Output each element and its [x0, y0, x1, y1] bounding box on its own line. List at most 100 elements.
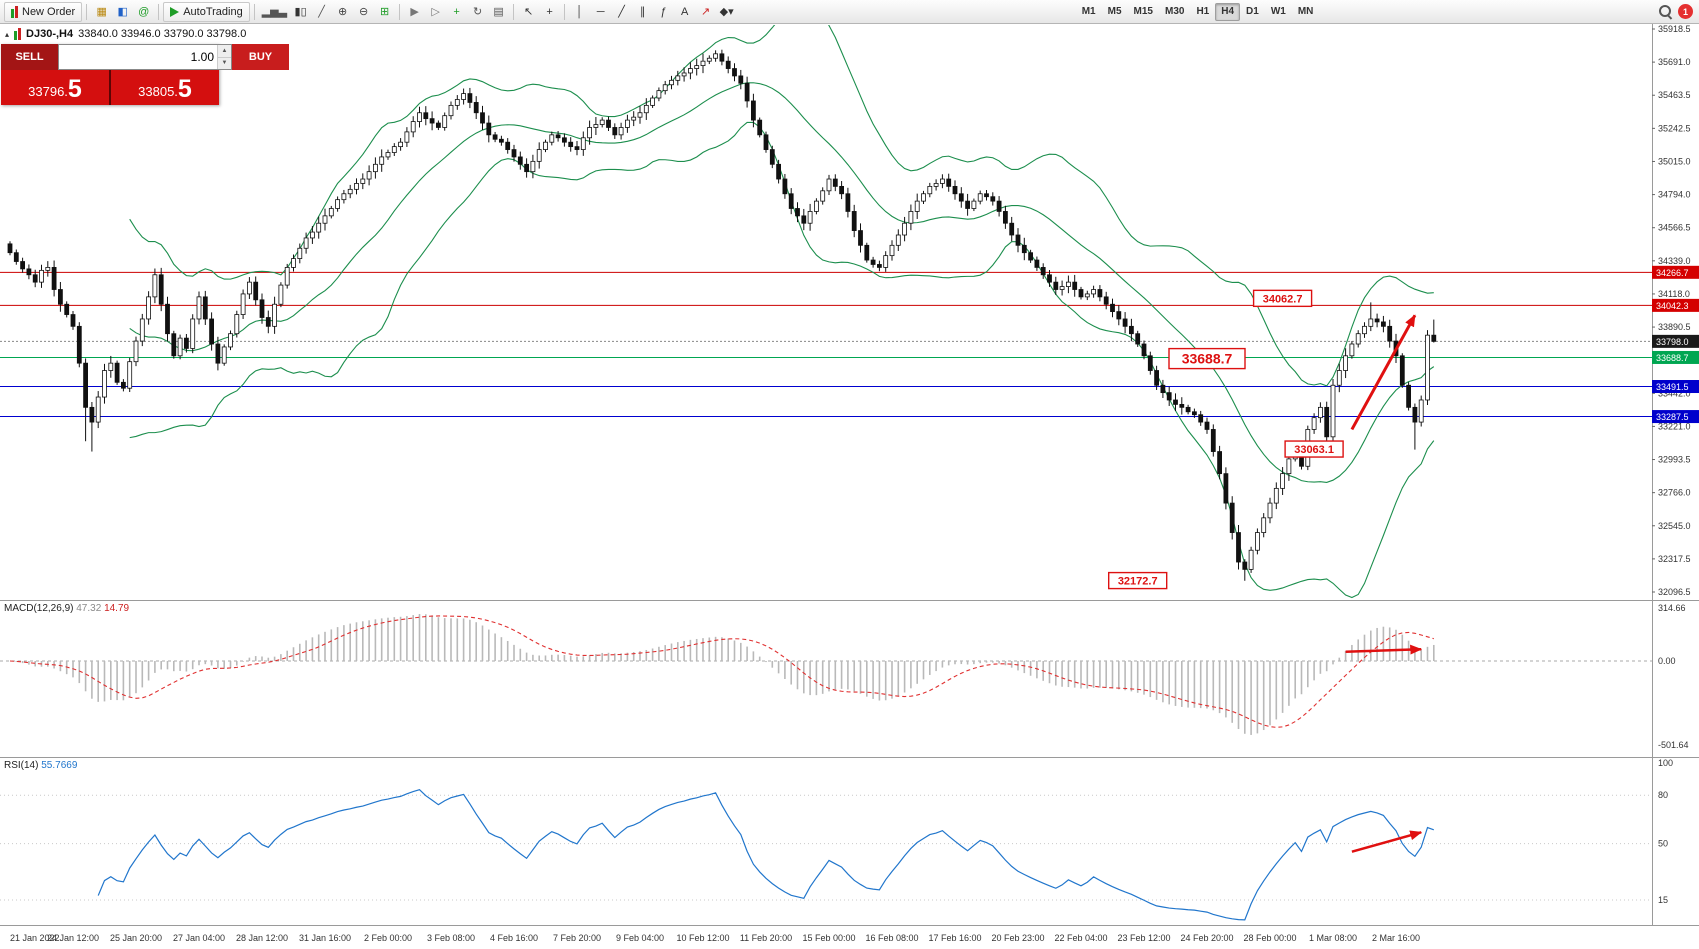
chart-title: ▴ DJ30-,H4 33840.0 33946.0 33790.0 33798…	[5, 28, 246, 40]
horizontal-line-icon[interactable]: ─	[596, 5, 605, 18]
timeframe-bar: M1 M5 M15 M30 H1 H4 D1 W1 MN	[1076, 2, 1320, 21]
rsi-label: RSI(14) 55.7669	[4, 760, 77, 771]
bollinger-upper-band	[129, 25, 1434, 387]
timeframe-w1[interactable]: W1	[1270, 6, 1286, 17]
time-axis-label: 1 Mar 08:00	[1309, 933, 1357, 943]
time-axis-label: 28 Jan 12:00	[236, 933, 288, 943]
macd-label: MACD(12,26,9) 47.32 14.79	[4, 603, 129, 614]
time-axis-label: 31 Jan 16:00	[299, 933, 351, 943]
vertical-line-icon[interactable]: │	[576, 5, 584, 18]
toolbar-group-chart-types: ▂▅▃ ▮▯ ╱ ⊕ ⊖ ⊞	[259, 2, 395, 21]
autotrading-button[interactable]: AutoTrading	[163, 1, 250, 22]
macd-name: MACD(12,26,9)	[4, 603, 74, 614]
price-badge-33491.5-text: 33491.5	[1656, 382, 1689, 392]
line-chart-icon[interactable]: ╱	[318, 6, 325, 18]
one-click-collapse-icon[interactable]: ▴	[5, 29, 10, 39]
text-icon[interactable]: A	[680, 5, 689, 18]
toolbar-separator	[253, 3, 255, 20]
auto-scroll-icon[interactable]: ▶	[410, 6, 419, 18]
sell-button[interactable]: SELL	[1, 44, 58, 70]
rsi-axis-label: 50	[1658, 839, 1668, 849]
new-order-button[interactable]: New Order	[4, 1, 83, 22]
price-axis-label: 32545.0	[1658, 521, 1691, 531]
volume-increase-icon[interactable]	[218, 45, 231, 58]
search-icon[interactable]	[1658, 4, 1673, 19]
trendline-icon[interactable]: ╱	[618, 6, 625, 18]
price-axis-label: 35242.5	[1658, 123, 1691, 133]
time-axis-label: 9 Feb 04:00	[616, 933, 664, 943]
volume-spinner	[217, 45, 231, 69]
time-axis-label: 22 Feb 04:00	[1054, 933, 1107, 943]
tile-windows-icon[interactable]: ⊞	[380, 6, 390, 18]
time-axis-label: 24 Jan 12:00	[47, 933, 99, 943]
annotation-box[interactable]	[1168, 347, 1246, 370]
price-axis-label: 35691.0	[1658, 57, 1691, 67]
timeframe-d1[interactable]: D1	[1246, 6, 1259, 17]
timeframe-m30[interactable]: M30	[1164, 6, 1185, 17]
rsi-pane	[0, 788, 1652, 921]
timeframe-m15[interactable]: M15	[1133, 6, 1153, 17]
fibonacci-icon[interactable]: ƒ	[660, 5, 667, 18]
bar-chart-icon[interactable]: ▂▅▃	[261, 6, 288, 18]
macd-axis-label: 314.66	[1658, 603, 1686, 613]
new-chart-icon[interactable]: +	[453, 5, 460, 18]
cursor-icon[interactable]: ↖	[524, 6, 534, 18]
timeframe-h1[interactable]: H1	[1196, 6, 1210, 17]
annotation-text: 32172.7	[1118, 576, 1158, 588]
bollinger-lower-band	[129, 121, 1435, 599]
time-axis-label: 17 Feb 16:00	[928, 933, 981, 943]
price-axis-label: 34339.0	[1658, 256, 1691, 266]
symbol-chart-icon	[14, 28, 22, 40]
time-axis-label: 27 Jan 04:00	[173, 933, 225, 943]
sell-price-big: 5	[67, 75, 82, 103]
volume-decrease-icon[interactable]	[218, 57, 231, 69]
trend-arrow-macd[interactable]	[1345, 644, 1423, 655]
annotation-text: 33063.1	[1294, 444, 1334, 456]
arrows-icon[interactable]: ↗	[701, 6, 711, 18]
toolbar-group-navigation: ▶ ▷ + ↻ ▤	[404, 2, 509, 21]
annotation-box[interactable]	[1284, 440, 1344, 458]
price-badge-34042.3	[1652, 298, 1699, 312]
toolbox-icon[interactable]: ▦	[96, 6, 107, 18]
rsi-axis-label: 80	[1658, 790, 1668, 800]
price-axis-label: 34118.0	[1658, 289, 1690, 299]
price-axis-label: 35918.5	[1658, 24, 1691, 34]
new-order-icon	[11, 5, 18, 18]
navigator-icon[interactable]: ◧	[117, 6, 128, 18]
buy-price[interactable]: 33805. 5	[111, 70, 219, 105]
timeframe-m5[interactable]: M5	[1107, 6, 1122, 17]
profiles-icon[interactable]: ↻	[473, 6, 483, 18]
notification-badge[interactable]: 1	[1678, 4, 1693, 19]
templates-icon[interactable]: ▤	[493, 6, 504, 18]
annotation-box[interactable]	[1107, 571, 1168, 590]
current-price-badge-text: 33798.0	[1656, 337, 1689, 347]
expert-advisors-icon[interactable]: @	[138, 5, 150, 18]
toolbar-group-tools: ▦ ◧ @	[91, 2, 154, 21]
timeframe-mn[interactable]: MN	[1297, 6, 1314, 17]
sell-price-small: 33796.	[28, 84, 68, 99]
annotation-box[interactable]	[1252, 289, 1313, 308]
channel-icon[interactable]: ∥	[639, 6, 646, 18]
candlestick-chart-icon[interactable]: ▮▯	[294, 6, 307, 18]
trend-arrow-rsi[interactable]	[1351, 830, 1423, 853]
trend-arrow-main[interactable]	[1350, 314, 1417, 431]
macd-signal-value: 14.79	[104, 603, 130, 614]
timeframe-h4[interactable]: H4	[1215, 2, 1241, 21]
price-badge-33688.7	[1652, 350, 1699, 364]
macd-pane	[0, 614, 1652, 735]
volume-input[interactable]	[59, 45, 217, 69]
zoom-in-icon[interactable]: ⊕	[338, 6, 348, 18]
macd-signal-line	[9, 615, 1434, 728]
time-axis-label: 20 Feb 23:00	[991, 933, 1044, 943]
chart-shift-icon[interactable]: ▷	[431, 6, 440, 18]
time-axis-label: 24 Feb 20:00	[1180, 933, 1233, 943]
crosshair-icon[interactable]: +	[546, 5, 553, 18]
buy-button[interactable]: BUY	[232, 44, 289, 70]
shapes-icon[interactable]: ◆▾	[719, 6, 734, 18]
timeframe-m1[interactable]: M1	[1081, 6, 1096, 17]
sell-price[interactable]: 33796. 5	[1, 70, 109, 105]
price-axis-label: 33890.5	[1658, 322, 1691, 332]
zoom-out-icon[interactable]: ⊖	[359, 6, 369, 18]
time-axis-label: 2 Feb 00:00	[364, 933, 412, 943]
